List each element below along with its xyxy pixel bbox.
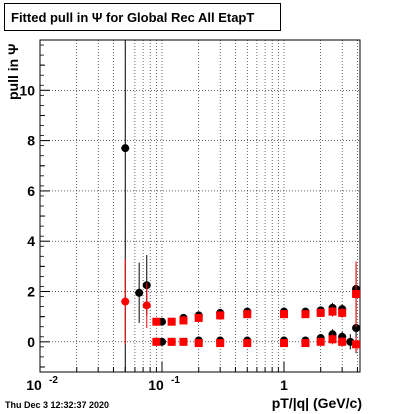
y-tick-label: 10 <box>19 82 35 98</box>
data-point <box>121 297 130 306</box>
y-tick-label: 4 <box>27 233 35 249</box>
y-axis-label: pull in Ψ <box>5 43 21 100</box>
data-point-square <box>316 308 325 317</box>
data-point <box>121 144 130 153</box>
data-point-square <box>194 313 203 322</box>
data-point-square <box>352 340 361 349</box>
data-point-square <box>338 308 347 317</box>
y-tick-label: 0 <box>27 334 35 350</box>
data-point-square <box>316 337 325 346</box>
x-tick-label: 1 <box>280 377 288 393</box>
data-point-square <box>152 317 161 326</box>
data-point-square <box>328 335 337 344</box>
data-point-square <box>279 310 288 319</box>
grid <box>40 40 360 372</box>
chart-title: Fitted pull in Ψ for Global Rec All Etap… <box>4 3 281 31</box>
data-point <box>352 323 361 332</box>
y-tick-label: 2 <box>27 284 35 300</box>
timestamp: Thu Dec 3 12:32:37 2020 <box>5 400 110 410</box>
data-point-square <box>301 310 310 319</box>
data-point-square <box>167 337 176 346</box>
y-axis-label-wrap: pull in Ψ <box>2 0 32 414</box>
data-point-square <box>152 337 161 346</box>
x-tick-label: 10 <box>26 377 42 393</box>
data-point-square <box>179 337 188 346</box>
data-point-square <box>243 310 252 319</box>
y-tick-label: 8 <box>27 133 35 149</box>
data-point-square <box>216 311 225 320</box>
data-point-square <box>279 339 288 348</box>
x-axis-label: pT/|q| (GeV/c) <box>271 395 362 411</box>
data-point-square <box>338 337 347 346</box>
data-point-square <box>352 290 361 299</box>
data-point-square <box>301 339 310 348</box>
data-points <box>121 40 361 372</box>
data-point-square <box>194 339 203 348</box>
data-point <box>135 288 144 297</box>
data-point-square <box>216 339 225 348</box>
data-point <box>142 301 151 310</box>
x-tick-label-exponent: -1 <box>171 375 180 386</box>
data-point-square <box>243 339 252 348</box>
data-point-square <box>167 317 176 326</box>
data-point-square <box>179 316 188 325</box>
x-tick-label: 10 <box>148 377 164 393</box>
y-tick-label: 6 <box>27 183 35 199</box>
plot-frame <box>39 39 361 373</box>
x-tick-label-exponent: -2 <box>49 375 58 386</box>
axes: 0 2 4 6 8 10 10 -2 10 -1 1 <box>19 44 358 393</box>
data-point-square <box>328 307 337 316</box>
